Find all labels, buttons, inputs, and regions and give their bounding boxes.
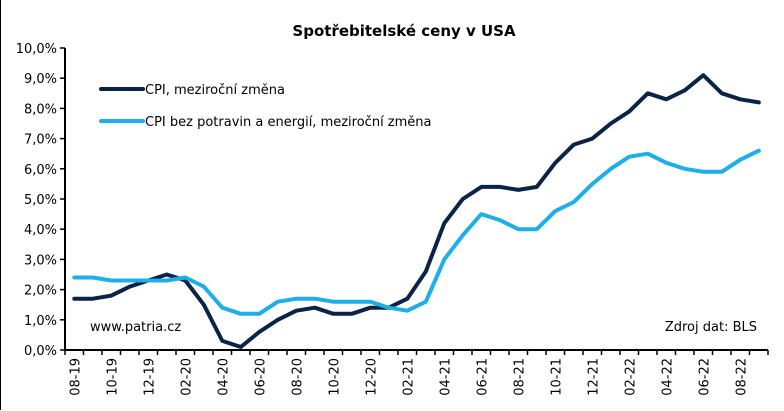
x-tick-label: 04-22 [660, 358, 675, 396]
y-tick-label: 8,0% [24, 102, 57, 117]
x-tick-label: 06-20 [253, 358, 268, 396]
x-tick-label: 02-20 [179, 358, 194, 396]
y-axis: 0,0% 1,0% 2,0% 3,0% 4,0% 5,0% 6,0% 7,0% 8,0% 9,0%… [16, 42, 66, 359]
x-tick-label: 10-19 [105, 358, 120, 396]
y-tick-label: 1,0% [24, 314, 57, 329]
x-tick-label: 04-20 [216, 358, 231, 396]
x-tick-label: 02-21 [401, 358, 416, 396]
y-tick-label: 6,0% [24, 163, 57, 178]
y-tick-label: 9,0% [24, 72, 57, 87]
x-axis: 08-19 10-19 12-19 02-20 04-20 06-20 08-20 10-20… [64, 349, 769, 396]
x-tick-label: 12-20 [364, 358, 379, 396]
series-line-1 [72, 148, 761, 316]
y-tick-label: 0,0% [24, 344, 57, 359]
x-tick-label: 08-19 [68, 358, 83, 396]
y-tick-label: 4,0% [24, 223, 57, 238]
y-tick-label: 2,0% [24, 284, 57, 299]
y-tick-label: 5,0% [24, 193, 57, 208]
x-tick-label: 10-21 [549, 358, 564, 396]
x-tick-label: 08-20 [290, 358, 305, 396]
y-tick-label: 7,0% [24, 133, 57, 148]
x-tick-label: 02-22 [623, 358, 638, 396]
x-tick-label: 08-21 [512, 358, 527, 396]
x-tick-label: 06-22 [697, 358, 712, 396]
x-tick-label: 06-21 [475, 358, 490, 396]
chart-title: Spotřebitelské ceny v USA [292, 22, 516, 40]
legend: CPI, meziroční změna CPI bez potravin a e… [99, 83, 432, 130]
x-tick-label: 04-21 [438, 358, 453, 396]
x-tick-label: 08-22 [734, 358, 749, 396]
y-tick-label: 10,0% [16, 42, 57, 57]
y-tick-label: 3,0% [24, 253, 57, 268]
watermark-text: www.patria.cz [90, 320, 181, 335]
legend-label: CPI bez potravin a energií, meziroční zm… [145, 115, 432, 130]
x-tick-label: 12-21 [586, 358, 601, 396]
source-text: Zdroj dat: BLS [665, 320, 757, 335]
series-lines [72, 73, 761, 349]
x-tick-label: 10-20 [327, 358, 342, 396]
x-tick-label: 12-19 [142, 358, 157, 396]
legend-label: CPI, meziroční změna [145, 83, 285, 98]
series-line-0 [72, 73, 761, 349]
